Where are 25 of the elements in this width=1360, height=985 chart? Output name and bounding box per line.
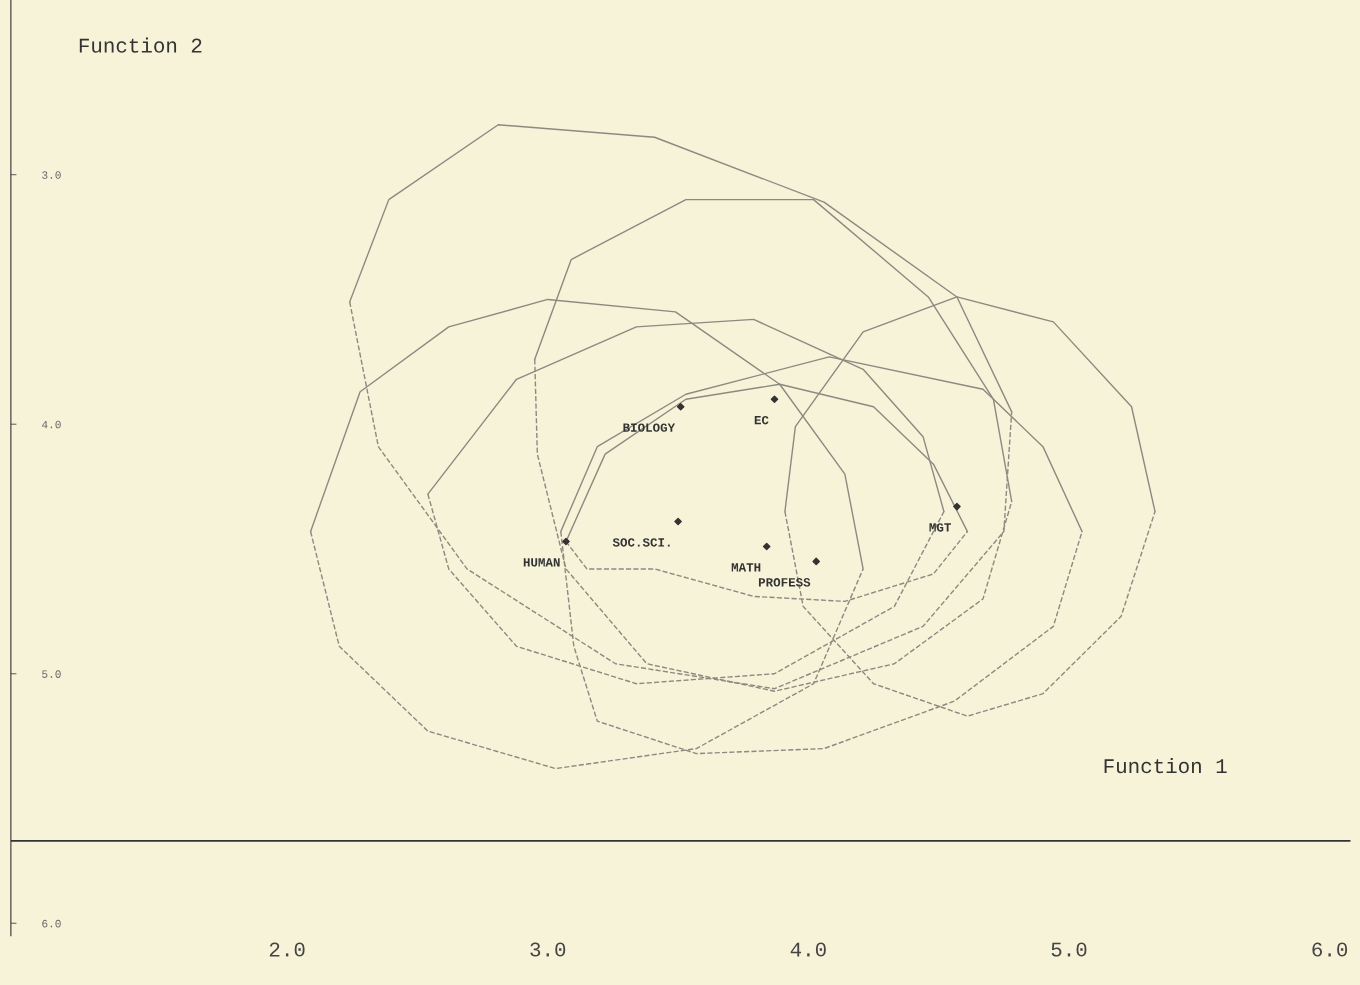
annotation: MGT (929, 523, 952, 532)
y-tick-label: 6.0 (42, 919, 61, 928)
point (812, 557, 821, 566)
y-tick-label: 4.0 (41, 420, 61, 429)
point (676, 402, 685, 411)
annotation: EC (754, 415, 769, 425)
x-tick-label: 5.0 (1051, 942, 1087, 957)
point (674, 517, 682, 526)
annotation: BIOLOGY (623, 423, 676, 432)
x-tick-label: 4.0 (790, 942, 826, 957)
y-tick-label: 5.0 (42, 670, 61, 678)
x-tick-label: 2.0 (269, 942, 305, 957)
point (762, 542, 771, 551)
annotation: SOC.SCI. (612, 538, 670, 547)
annotation: PROFESS (758, 578, 811, 587)
y-tick-label: 3.0 (42, 171, 61, 179)
x-tick-label: 6.0 (1312, 942, 1348, 957)
point (770, 395, 779, 404)
point (953, 502, 961, 511)
y-axis-title: Function 2 (79, 37, 202, 53)
point (562, 537, 570, 546)
x-tick-label: 3.0 (530, 942, 566, 957)
annotation: HUMAN (523, 558, 560, 567)
annotation: MATH (731, 563, 761, 572)
x-axis-title: Function 1 (1104, 757, 1227, 774)
